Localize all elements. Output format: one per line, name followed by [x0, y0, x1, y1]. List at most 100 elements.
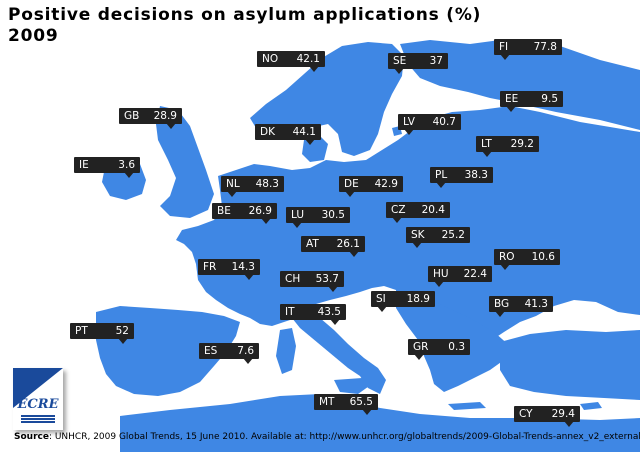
sicily-land	[334, 378, 372, 394]
country-value: 20.4	[421, 204, 445, 216]
country-label-nl: NL 48.3	[221, 176, 284, 197]
country-label-pl: PL 38.3	[430, 167, 493, 188]
country-value: 14.3	[231, 261, 255, 273]
country-code: SK	[411, 229, 425, 241]
country-code: AT	[306, 238, 319, 250]
country-label-be: BE 26.9	[212, 203, 277, 224]
chart-title: Positive decisions on asylum application…	[8, 5, 482, 25]
country-value: 44.1	[292, 126, 316, 138]
country-value: 9.5	[541, 93, 558, 105]
country-value: 40.7	[432, 116, 456, 128]
ecre-logo: ECRE	[13, 368, 63, 430]
country-code: CH	[285, 273, 301, 285]
country-value: 26.9	[248, 205, 272, 217]
country-label-de: DE 42.9	[339, 176, 403, 197]
country-label-hu: HU 22.4	[428, 266, 492, 287]
country-value: 10.6	[531, 251, 555, 263]
country-value: 26.1	[336, 238, 360, 250]
logo-stripes	[21, 415, 55, 424]
country-label-lu: LU 30.5	[286, 207, 350, 228]
logo-text: ECRE	[17, 397, 59, 412]
country-label-si: SI 18.9	[371, 291, 435, 312]
country-value: 53.7	[315, 273, 339, 285]
logo-triangle	[13, 368, 63, 408]
country-label-ro: RO 10.6	[494, 249, 560, 270]
country-label-at: AT 26.1	[301, 236, 365, 257]
country-label-fr: FR 14.3	[198, 259, 260, 280]
country-value: 43.5	[317, 306, 341, 318]
country-value: 52	[115, 325, 129, 337]
country-value: 18.9	[406, 293, 430, 305]
country-label-cy: CY 29.4	[514, 406, 580, 427]
country-label-sk: SK 25.2	[406, 227, 470, 248]
country-code: PL	[435, 169, 448, 181]
source-note: Source: UNHCR, 2009 Global Trends, 15 Ju…	[14, 432, 640, 442]
country-value: 30.5	[321, 209, 345, 221]
finland-land	[400, 40, 640, 130]
country-label-bg: BG 41.3	[489, 296, 553, 317]
great-britain-land	[156, 106, 214, 218]
country-code: FI	[499, 41, 509, 53]
country-label-se: SE 37	[388, 53, 448, 74]
country-code: LU	[291, 209, 305, 221]
source-label: Source	[14, 432, 49, 442]
country-value: 22.4	[463, 268, 487, 280]
country-code: GR	[413, 341, 429, 353]
country-value: 42.1	[296, 53, 320, 65]
country-code: HU	[433, 268, 449, 280]
country-label-ie: IE 3.6	[74, 157, 140, 178]
country-label-no: NO 42.1	[257, 51, 325, 72]
chart-subtitle-year: 2009	[8, 26, 59, 46]
country-label-dk: DK 44.1	[255, 124, 321, 145]
country-label-ee: EE 9.5	[500, 91, 563, 112]
country-code: BG	[494, 298, 510, 310]
country-label-mt: MT 65.5	[314, 394, 378, 415]
country-code: BE	[217, 205, 231, 217]
country-code: ES	[204, 345, 218, 357]
country-label-it: IT 43.5	[280, 304, 346, 325]
country-code: MT	[319, 396, 335, 408]
country-value: 77.8	[533, 41, 557, 53]
country-value: 28.9	[153, 110, 177, 122]
country-label-cz: CZ 20.4	[386, 202, 450, 223]
anatolia-land	[500, 330, 640, 400]
country-value: 42.9	[374, 178, 398, 190]
north-africa-land	[120, 394, 640, 452]
country-code: IE	[79, 159, 89, 171]
country-value: 29.2	[510, 138, 534, 150]
country-code: LV	[403, 116, 415, 128]
country-value: 48.3	[255, 178, 279, 190]
country-value: 65.5	[349, 396, 373, 408]
source-text: : UNHCR, 2009 Global Trends, 15 June 201…	[48, 432, 640, 442]
country-code: CY	[519, 408, 533, 420]
country-code: PT	[75, 325, 88, 337]
country-value: 37	[429, 55, 443, 67]
country-value: 7.6	[237, 345, 254, 357]
country-code: NO	[262, 53, 279, 65]
country-value: 3.6	[118, 159, 135, 171]
country-label-lt: LT 29.2	[476, 136, 539, 157]
country-value: 0.3	[448, 341, 465, 353]
country-code: FR	[203, 261, 217, 273]
country-value: 38.3	[464, 169, 488, 181]
country-label-pt: PT 52	[70, 323, 134, 344]
country-code: DE	[344, 178, 359, 190]
country-code: LT	[481, 138, 492, 150]
italy-land	[292, 312, 386, 394]
country-code: EE	[505, 93, 519, 105]
country-code: DK	[260, 126, 275, 138]
cyprus-land	[580, 402, 602, 410]
country-label-es: ES 7.6	[199, 343, 259, 364]
country-code: NL	[226, 178, 240, 190]
country-value: 25.2	[441, 229, 465, 241]
corsica-sardinia-land	[276, 328, 296, 374]
country-code: CZ	[391, 204, 406, 216]
country-code: IT	[285, 306, 295, 318]
crete-land	[448, 402, 486, 410]
country-label-fi: FI 77.8	[494, 39, 562, 60]
country-code: GB	[124, 110, 140, 122]
country-label-gr: GR 0.3	[408, 339, 470, 360]
country-code: RO	[499, 251, 515, 263]
